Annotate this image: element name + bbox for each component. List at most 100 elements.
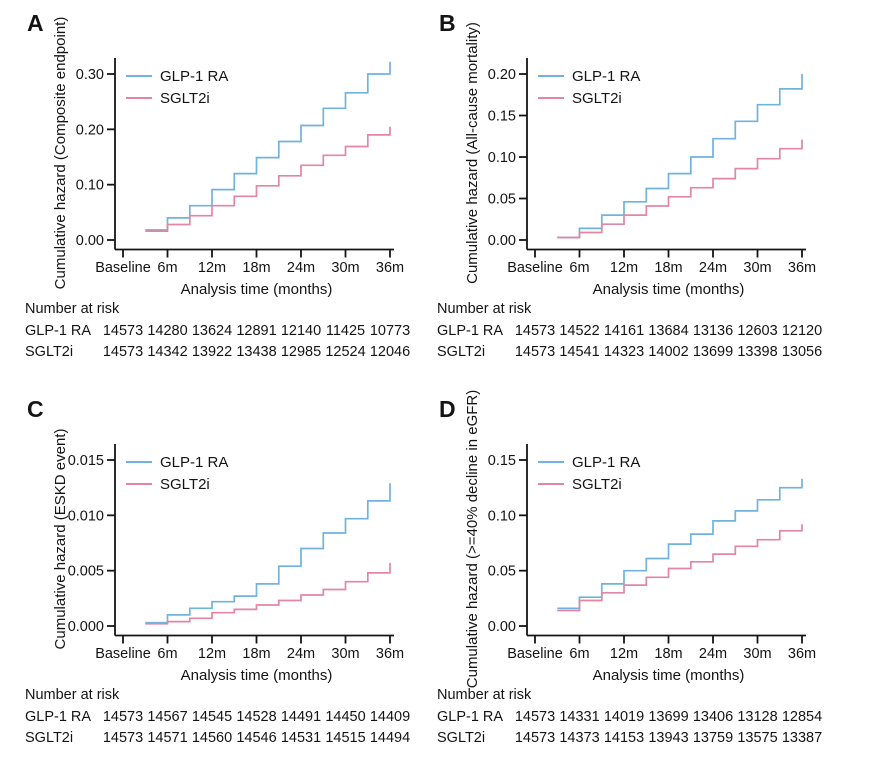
y-tick-label: 0.005 xyxy=(68,564,104,580)
risk-value: 13438 xyxy=(236,344,276,360)
risk-value: 14450 xyxy=(325,709,365,725)
risk-value: 13406 xyxy=(693,709,733,725)
y-tick-label: 0.05 xyxy=(488,564,516,580)
legend-label-sglt2i: SGLT2i xyxy=(160,90,210,107)
risk-value: 12524 xyxy=(325,344,365,360)
x-tick-label: 12m xyxy=(610,646,638,662)
x-tick-label: 36m xyxy=(788,260,816,276)
risk-value: 13136 xyxy=(693,323,733,339)
x-tick-label: Baseline xyxy=(507,646,563,662)
risk-value: 14373 xyxy=(559,730,599,746)
risk-value: 12140 xyxy=(281,323,321,339)
risk-value: 14573 xyxy=(515,709,555,725)
risk-value: 13759 xyxy=(693,730,733,746)
risk-value: 13699 xyxy=(693,344,733,360)
risk-value: 13056 xyxy=(782,344,822,360)
x-tick-label: 6m xyxy=(157,260,177,276)
x-tick-label: 12m xyxy=(198,260,226,276)
risk-value: 12854 xyxy=(782,709,822,725)
x-tick-label: Baseline xyxy=(95,260,151,276)
risk-value: 14522 xyxy=(559,323,599,339)
y-tick-label: 0.00 xyxy=(488,619,516,635)
x-tick-label: 24m xyxy=(699,646,727,662)
legend-label-sglt2i: SGLT2i xyxy=(572,90,622,107)
risk-value: 13128 xyxy=(737,709,777,725)
risk-value: 14019 xyxy=(604,709,644,725)
y-axis-label: Cumulative hazard (All-cause mortality) xyxy=(464,22,481,284)
y-tick-label: 0.15 xyxy=(488,453,516,469)
risk-row-label: SGLT2i xyxy=(25,344,73,360)
risk-value: 14541 xyxy=(559,344,599,360)
panel-b-chart: B Cumulative hazard (All-cause mortality)… xyxy=(437,10,822,360)
panel-a: A Cumulative hazard (Composite endpoint) 0… xyxy=(0,0,473,385)
risk-title: Number at risk xyxy=(25,301,120,317)
risk-value: 14573 xyxy=(515,323,555,339)
legend-label-glp1ra: GLP-1 RA xyxy=(572,454,640,471)
risk-value: 13624 xyxy=(192,323,232,339)
y-tick-label: 0.15 xyxy=(488,109,516,125)
risk-row-label: GLP-1 RA xyxy=(25,709,91,725)
panel-letter: B xyxy=(439,10,456,36)
risk-value: 14531 xyxy=(281,730,321,746)
risk-value: 12891 xyxy=(236,323,276,339)
risk-row-label: GLP-1 RA xyxy=(437,323,503,339)
x-axis-title: Analysis time (months) xyxy=(181,281,333,298)
risk-value: 14153 xyxy=(604,730,644,746)
risk-value: 13398 xyxy=(737,344,777,360)
x-tick-label: 18m xyxy=(242,646,270,662)
risk-value: 14573 xyxy=(103,709,143,725)
x-tick-label: 18m xyxy=(654,646,682,662)
x-tick-label: 36m xyxy=(376,646,404,662)
risk-value: 12985 xyxy=(281,344,321,360)
risk-title: Number at risk xyxy=(25,687,120,703)
y-tick-label: 0.10 xyxy=(488,508,516,524)
risk-value: 14571 xyxy=(147,730,187,746)
x-tick-label: 36m xyxy=(376,260,404,276)
risk-value: 14573 xyxy=(103,730,143,746)
risk-row-label: GLP-1 RA xyxy=(437,709,503,725)
risk-row-label: SGLT2i xyxy=(437,344,485,360)
series-sglt2i-line xyxy=(557,139,803,239)
risk-value: 14528 xyxy=(236,709,276,725)
legend-label-sglt2i: SGLT2i xyxy=(572,476,622,493)
x-tick-label: 6m xyxy=(157,646,177,662)
x-tick-label: 6m xyxy=(569,260,589,276)
y-tick-label: 0.10 xyxy=(488,150,516,166)
y-tick-label: 0.10 xyxy=(76,178,104,194)
x-tick-label: 12m xyxy=(198,646,226,662)
risk-value: 14545 xyxy=(192,709,232,725)
x-tick-label: 18m xyxy=(242,260,270,276)
risk-title: Number at risk xyxy=(437,301,532,317)
x-axis-title: Analysis time (months) xyxy=(593,667,745,684)
y-tick-label: 0.20 xyxy=(76,122,104,138)
risk-value: 14573 xyxy=(103,344,143,360)
panel-letter: A xyxy=(27,10,44,36)
risk-row-label: SGLT2i xyxy=(437,730,485,746)
y-tick-label: 0.000 xyxy=(68,619,104,635)
legend-label-sglt2i: SGLT2i xyxy=(160,476,210,493)
risk-value: 14491 xyxy=(281,709,321,725)
risk-value: 14573 xyxy=(515,344,555,360)
y-tick-label: 0.30 xyxy=(76,67,104,83)
risk-row-label: SGLT2i xyxy=(25,730,73,746)
x-tick-label: 30m xyxy=(743,260,771,276)
panel-d-chart: D Cumulative hazard (>=40% decline in eGF… xyxy=(437,390,822,746)
x-tick-label: 24m xyxy=(699,260,727,276)
risk-value: 13943 xyxy=(648,730,688,746)
x-axis-title: Analysis time (months) xyxy=(593,281,745,298)
risk-value: 13387 xyxy=(782,730,822,746)
risk-value: 10773 xyxy=(370,323,410,339)
risk-value: 14560 xyxy=(192,730,232,746)
risk-value: 13699 xyxy=(648,709,688,725)
panel-d: D Cumulative hazard (>=40% decline in eGF… xyxy=(412,386,885,771)
risk-value: 14567 xyxy=(147,709,187,725)
legend-label-glp1ra: GLP-1 RA xyxy=(572,68,640,85)
legend-label-glp1ra: GLP-1 RA xyxy=(160,454,228,471)
risk-value: 12120 xyxy=(782,323,822,339)
series-glp1ra-line xyxy=(145,61,391,231)
risk-value: 14002 xyxy=(648,344,688,360)
y-tick-label: 0.015 xyxy=(68,453,104,469)
y-tick-label: 0.05 xyxy=(488,192,516,208)
x-tick-label: 24m xyxy=(287,646,315,662)
